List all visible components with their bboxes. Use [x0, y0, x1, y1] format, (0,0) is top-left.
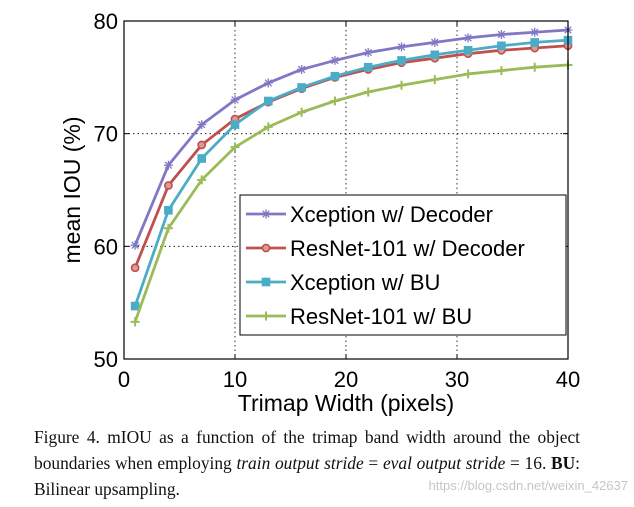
legend-item: ResNet-101 w/ BU: [246, 304, 472, 329]
x-axis-label: Trimap Width (pixels): [238, 390, 454, 416]
data-point: [263, 78, 273, 88]
legend-box: [239, 194, 567, 336]
series-4: [130, 60, 573, 327]
x-tick-label: 30: [445, 367, 469, 392]
x-tick-label: 10: [223, 367, 247, 392]
data-point: [261, 209, 271, 219]
data-point: [397, 80, 406, 90]
legend-label: Xception w/ BU: [290, 270, 440, 295]
figure-caption: Figure 4. mIOU as a function of the trim…: [34, 424, 580, 502]
legend-label: Xception w/ Decoder: [290, 202, 493, 227]
data-point: [197, 175, 207, 185]
data-point: [197, 154, 206, 163]
data-point: [261, 311, 271, 321]
data-point: [230, 120, 240, 129]
caption-text-3: = 16.: [505, 453, 551, 473]
data-point: [163, 223, 173, 233]
data-point: [463, 45, 473, 55]
data-point: [197, 120, 207, 130]
data-point: [463, 33, 473, 43]
legend-label: ResNet-101 w/ Decoder: [290, 236, 525, 261]
data-point: [261, 243, 271, 253]
y-tick-label: 70: [94, 122, 118, 147]
caption-italic-eval-stride: eval output stride: [382, 453, 506, 473]
data-point: [497, 41, 506, 51]
data-point: [530, 38, 540, 47]
legend-label: ResNet-101 w/ BU: [290, 304, 472, 329]
data-point: [130, 240, 140, 250]
watermark: https://blog.csdn.net/weixin_42637: [428, 478, 628, 493]
series-line: [133, 38, 569, 307]
caption-text-1: Figure 4. mIOU as a function of the trim…: [34, 427, 580, 473]
series-layer: [130, 25, 573, 327]
data-point: [330, 71, 340, 81]
y-tick-label: 60: [94, 234, 118, 259]
data-point: [330, 55, 340, 65]
data-point: [130, 301, 140, 311]
data-point: [297, 83, 306, 92]
data-point: [530, 62, 540, 72]
x-tick-label: 40: [556, 367, 580, 392]
caption-bold-bu: BU: [551, 453, 576, 473]
data-point: [397, 56, 406, 65]
data-point: [263, 122, 273, 132]
data-point: [297, 64, 307, 74]
data-point: [430, 75, 440, 85]
data-point: [130, 317, 140, 327]
data-point: [164, 205, 173, 215]
trimap-miou-chart: 0 10 20 30 40 50 60 70 80 Xception w/ Decoder Res…: [59, 9, 581, 416]
data-point: [430, 50, 440, 60]
data-point: [430, 37, 440, 47]
data-point: [230, 142, 240, 152]
data-point: [363, 62, 373, 72]
series-1: [130, 25, 573, 250]
data-point: [363, 48, 373, 58]
data-point: [130, 263, 140, 273]
data-point: [230, 95, 240, 105]
legend-item: ResNet-101 w/ Decoder: [246, 236, 525, 261]
data-point: [261, 277, 271, 287]
data-point: [463, 69, 473, 79]
data-point: [163, 160, 173, 170]
y-tick-label: 80: [94, 9, 118, 34]
caption-italic-train-stride: train output stride: [236, 453, 364, 473]
x-tick-label: 20: [334, 367, 358, 392]
axis-ticks: 0 10 20 30 40 50 60 70 80: [94, 9, 581, 392]
data-point: [496, 30, 506, 40]
data-point: [297, 107, 307, 117]
data-point: [530, 27, 540, 37]
y-axis-label: mean IOU (%): [59, 117, 85, 264]
data-point: [363, 87, 373, 97]
data-point: [397, 42, 406, 52]
data-point: [264, 96, 273, 106]
series-line: [133, 63, 569, 323]
legend: Xception w/ Decoder ResNet-101 w/ Decoder…: [239, 194, 567, 336]
series-line: [133, 28, 569, 246]
data-point: [197, 140, 207, 150]
y-tick-label: 50: [94, 347, 118, 372]
data-point: [330, 96, 340, 106]
caption-text-4: : Bilinear upsampling.: [34, 453, 581, 499]
legend-item: Xception w/ BU: [246, 270, 440, 295]
x-tick-label: 0: [118, 367, 130, 392]
legend-item: Xception w/ Decoder: [246, 202, 493, 227]
data-point: [496, 66, 506, 76]
series-line: [133, 44, 569, 269]
caption-text-2: =: [363, 453, 383, 473]
data-point: [163, 181, 173, 190]
